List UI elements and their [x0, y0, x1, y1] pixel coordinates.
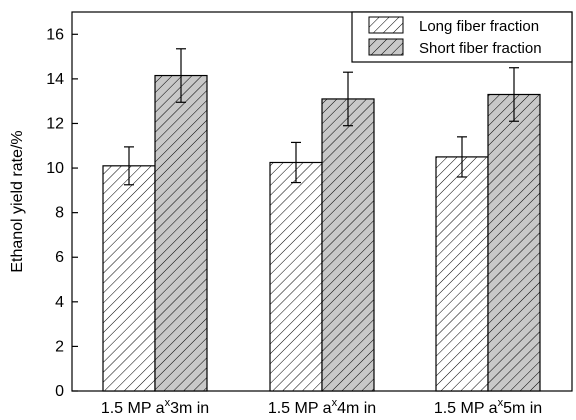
- bar: [154, 74, 208, 392]
- y-tick-label: 4: [55, 294, 64, 311]
- y-tick-label: 8: [55, 205, 64, 222]
- bar-series: [102, 48, 541, 392]
- y-tick-label: 14: [46, 71, 64, 88]
- x-tick-label: 1.5 MP ax3m in: [101, 397, 209, 417]
- x-tick-label: 1.5 MP ax5m in: [434, 397, 542, 417]
- error-bar: [509, 67, 519, 122]
- legend-swatch: [368, 38, 404, 56]
- y-tick-label: 16: [46, 26, 64, 43]
- error-bar: [457, 136, 467, 178]
- y-tick-label: 2: [55, 338, 64, 355]
- y-axis: 0 2 4 6 8 10 12 14 16: [46, 26, 78, 400]
- y-tick-label: 10: [46, 160, 64, 177]
- legend-label: Short fiber fraction: [419, 40, 542, 57]
- x-tick-label: 1.5 MP ax4m in: [268, 397, 376, 417]
- bar: [487, 93, 541, 392]
- y-axis-title: Ethanol yield rate/%: [9, 130, 26, 272]
- error-bar: [343, 71, 353, 127]
- error-bar: [124, 146, 134, 186]
- y-tick-label: 12: [46, 115, 64, 132]
- y-tick-label: 0: [55, 383, 64, 400]
- bar: [435, 156, 489, 392]
- bar: [102, 165, 156, 392]
- error-bar: [176, 48, 186, 103]
- error-bar: [291, 141, 301, 184]
- legend: Long fiber fraction Short fiber fraction: [351, 11, 573, 63]
- legend-swatch: [368, 16, 404, 34]
- x-axis-labels: 1.5 MP ax3m in 1.5 MP ax4m in 1.5 MP ax5m …: [101, 397, 542, 417]
- bar: [321, 98, 375, 392]
- legend-label: Long fiber fraction: [419, 18, 539, 35]
- y-tick-label: 6: [55, 249, 64, 266]
- bar: [269, 161, 323, 392]
